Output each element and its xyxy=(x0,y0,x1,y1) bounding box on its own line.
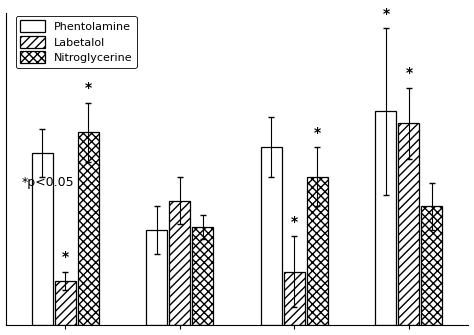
Legend: Phentolamine, Labetalol, Nitroglycerine: Phentolamine, Labetalol, Nitroglycerine xyxy=(16,16,137,68)
Bar xyxy=(192,227,213,325)
Bar xyxy=(261,147,282,325)
Bar xyxy=(284,272,305,325)
Bar xyxy=(32,153,53,325)
Bar xyxy=(398,123,419,325)
Bar xyxy=(146,230,167,325)
Bar xyxy=(169,201,190,325)
Text: *: * xyxy=(62,250,69,264)
Bar xyxy=(78,132,99,325)
Bar xyxy=(375,112,396,325)
Text: *: * xyxy=(291,215,298,229)
Text: *: * xyxy=(383,7,390,21)
Bar xyxy=(55,281,76,325)
Text: *: * xyxy=(84,81,91,95)
Text: *p<0.05: *p<0.05 xyxy=(22,176,74,189)
Text: *: * xyxy=(314,126,321,140)
Bar xyxy=(421,206,442,325)
Bar xyxy=(307,177,328,325)
Text: *: * xyxy=(405,66,412,80)
